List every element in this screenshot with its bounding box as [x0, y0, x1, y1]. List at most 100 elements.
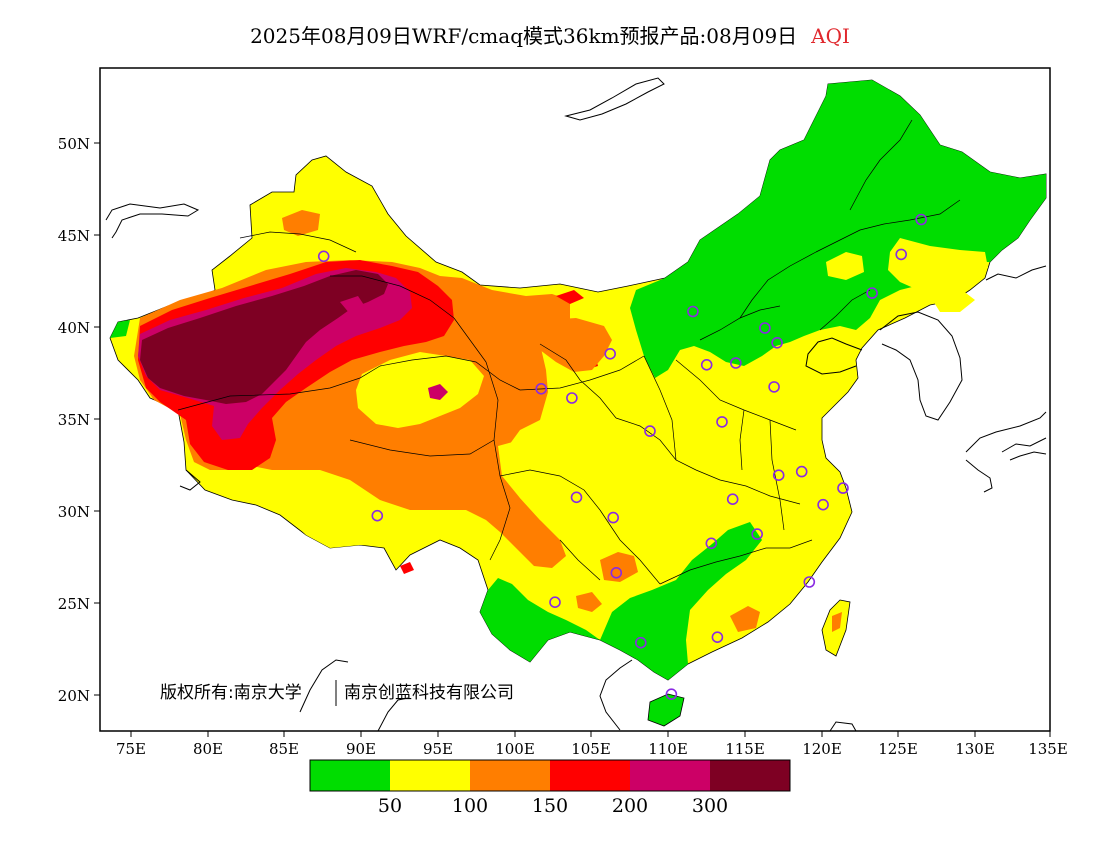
- station-marker: [795, 465, 808, 478]
- aqi-field: [105, 77, 1047, 731]
- legend-swatch-hazardous: [710, 760, 790, 791]
- hexi-unhealthy-spot: [556, 290, 584, 304]
- y-tick-label: 45N: [58, 227, 90, 245]
- station-marker: [535, 382, 548, 395]
- legend-label: 200: [612, 795, 648, 817]
- station-marker: [687, 305, 699, 318]
- station-marker: [895, 248, 908, 261]
- y-tick-label: 20N: [58, 687, 90, 705]
- ningxia-usg-region: [520, 318, 612, 372]
- guangxi-usg-patch: [576, 592, 602, 612]
- guizhou-usg-patch: [600, 552, 638, 582]
- legend-label: 50: [378, 795, 402, 817]
- y-axis-labels: 50N 45N 40N 35N 30N 25N 20N: [58, 135, 90, 705]
- station-marker: [915, 213, 928, 226]
- station-marker: [772, 469, 785, 482]
- x-tick-label: 115E: [725, 740, 765, 758]
- legend-swatch-good: [310, 760, 390, 791]
- ne-moderate-patch-2: [826, 252, 864, 280]
- legend-swatch-very-unhealthy: [630, 760, 710, 791]
- station-marker: [371, 509, 384, 522]
- southwest-good-region: [480, 578, 600, 662]
- monitoring-stations: [317, 213, 928, 701]
- legend-border: [309, 759, 791, 792]
- legend-label: 150: [532, 795, 568, 817]
- x-tick-label: 100E: [495, 740, 535, 758]
- aqi-legend: 50 100 150 200 300: [309, 759, 791, 817]
- province-boundaries: [177, 119, 961, 585]
- copyright-left: 版权所有:南京大学: [160, 683, 302, 703]
- station-marker: [566, 392, 578, 404]
- station-marker: [866, 287, 878, 299]
- x-tick-label: 75E: [116, 740, 146, 758]
- taiwan-usg-patch: [832, 612, 842, 632]
- legend-label: 300: [692, 795, 728, 817]
- station-marker: [729, 357, 742, 369]
- station-marker: [634, 636, 647, 649]
- station-marker: [607, 511, 620, 524]
- copyright-note: 版权所有:南京大学 南京创蓝科技有限公司: [160, 680, 514, 706]
- station-marker: [700, 358, 713, 371]
- y-tick-label: 25N: [58, 595, 90, 613]
- station-marker: [549, 596, 561, 609]
- x-tick-label: 135E: [1028, 740, 1068, 758]
- y-tick-label: 40N: [58, 319, 90, 337]
- x-tick-label: 80E: [193, 740, 223, 758]
- x-tick-label: 95E: [423, 740, 453, 758]
- ne-moderate-patch-1: [888, 238, 988, 290]
- station-marker: [837, 482, 849, 494]
- station-marker: [759, 322, 771, 334]
- y-tick-label: 50N: [58, 135, 90, 153]
- xinjiang-small-good-patch: [110, 320, 130, 338]
- copyright-right: 南京创蓝科技有限公司: [344, 683, 514, 703]
- y-tick-label: 35N: [58, 411, 90, 429]
- map-title: 2025年08月09日WRF/cmaq模式36km预报产品:08月09日 AQI: [0, 20, 1100, 49]
- x-tick-label: 120E: [802, 740, 842, 758]
- legend-label: 100: [452, 795, 488, 817]
- station-marker: [711, 631, 724, 644]
- tarim-very-unhealthy-spot: [340, 296, 366, 314]
- tarim-hazardous-region: [140, 270, 388, 404]
- x-tick-label: 105E: [571, 740, 611, 758]
- station-marker: [716, 416, 728, 428]
- station-marker: [317, 250, 330, 263]
- sichuan-moderate-patch: [504, 420, 580, 530]
- x-tick-label: 130E: [955, 740, 995, 758]
- station-marker: [665, 688, 678, 701]
- y-tick-label: 30N: [58, 503, 90, 521]
- neighbor-coastlines: [105, 77, 1047, 731]
- station-marker: [570, 491, 583, 504]
- qinghai-moderate-patch: [356, 352, 484, 428]
- station-marker: [817, 498, 829, 511]
- ne-moderate-patch-3: [930, 290, 975, 312]
- hainan-island: [647, 693, 685, 727]
- tibet-unhealthy-spot: [400, 562, 414, 574]
- station-marker: [644, 425, 656, 437]
- south-good-region: [600, 522, 762, 680]
- x-tick-label: 110E: [648, 740, 688, 758]
- xinjiang-north-usg-spot: [282, 210, 320, 236]
- station-marker: [604, 347, 617, 360]
- tibet-moderate-patch: [280, 478, 402, 548]
- qaidam-hazard-spot: [428, 384, 448, 400]
- station-marker: [771, 336, 783, 349]
- title-text: 2025年08月09日WRF/cmaq模式36km预报产品:08月09日: [250, 24, 798, 48]
- station-marker: [803, 576, 816, 588]
- station-marker: [726, 493, 739, 506]
- x-tick-label: 125E: [878, 740, 918, 758]
- legend-swatch-moderate: [390, 760, 470, 791]
- x-tick-label: 90E: [346, 740, 376, 758]
- axis-ticks: [94, 142, 1051, 737]
- station-marker: [751, 528, 764, 540]
- guangdong-usg-patch: [730, 606, 760, 632]
- station-marker: [610, 566, 623, 579]
- station-marker: [705, 537, 718, 550]
- legend-swatch-unhealthy: [550, 760, 630, 791]
- legend-swatch-usg: [470, 760, 550, 791]
- station-marker: [768, 381, 780, 393]
- northeast-good-region: [630, 80, 1046, 378]
- x-tick-label: 85E: [269, 740, 299, 758]
- x-axis-labels: 75E 80E 85E 90E 95E 100E 105E 110E 115E …: [116, 740, 1068, 758]
- map-frame: [99, 67, 1051, 732]
